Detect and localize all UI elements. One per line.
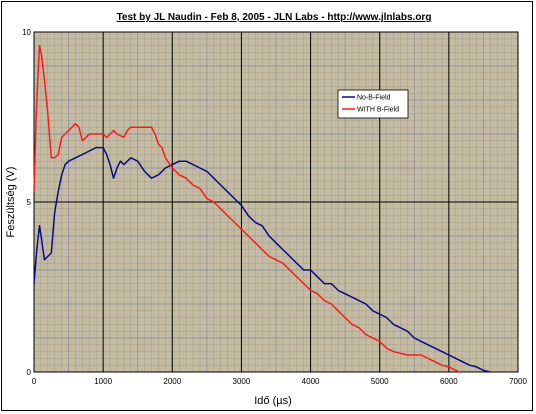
x-tick-label: 2000	[163, 377, 181, 386]
x-tick-label: 3000	[233, 377, 251, 386]
x-tick-label: 0	[32, 377, 37, 386]
x-tick-label: 5000	[371, 377, 389, 386]
series-line-no-field	[33, 146, 491, 373]
x-axis-label: Idő (µs)	[254, 395, 292, 407]
grid-lines	[33, 31, 519, 373]
series-lines	[33, 44, 491, 373]
y-tick-label: 10	[22, 28, 31, 37]
legend-entry-with-field: WITH B-Field	[357, 107, 399, 114]
x-tick-label: 4000	[302, 377, 320, 386]
y-tick-label: 0	[27, 368, 32, 377]
y-tick-label: 5	[27, 198, 32, 207]
legend-box	[337, 89, 409, 119]
x-tick-label: 7000	[509, 377, 527, 386]
plot-border	[33, 31, 519, 373]
x-tick-label: 6000	[440, 377, 458, 386]
legend: No-B-Field WITH B-Field	[337, 89, 409, 119]
series-line-with-field	[33, 44, 460, 373]
x-tick-label: 1000	[94, 377, 112, 386]
chart-title: Test by JL Naudin - Feb 8, 2005 - JLN La…	[117, 12, 432, 23]
y-axis-label: Feszültség (V)	[5, 167, 17, 238]
legend-entry-no-field: No-B-Field	[357, 95, 391, 102]
tick-labels: 0 1000 2000 3000 4000 5000 6000 7000 0 5 10	[22, 28, 527, 386]
